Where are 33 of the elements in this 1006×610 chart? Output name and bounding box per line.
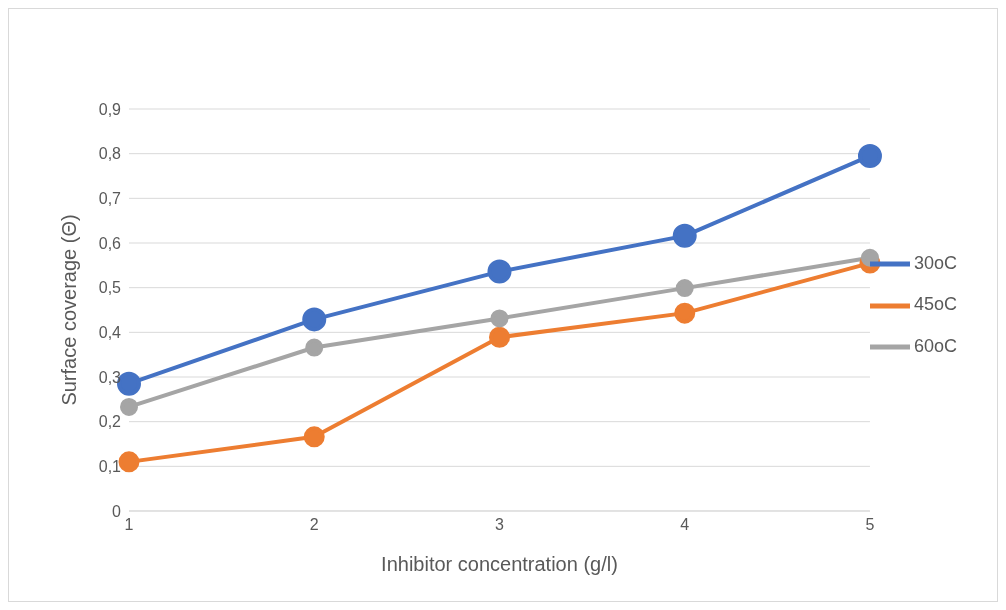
x-tick-label: 1: [124, 516, 134, 534]
y-tick-label: 0,8: [98, 145, 122, 163]
point: [118, 451, 140, 473]
y-tick-label: 0,7: [98, 190, 122, 208]
y-tick-label: 0,6: [98, 234, 122, 252]
y-tick-label: 0,3: [98, 368, 122, 386]
point: [674, 302, 696, 324]
x-tick-label: 3: [495, 516, 505, 534]
legend-label: 45oC: [913, 294, 957, 315]
point: [490, 309, 509, 328]
point: [672, 223, 697, 248]
point: [305, 338, 324, 357]
x-tick-label: 2: [309, 516, 319, 534]
y-tick-label: 0,5: [98, 279, 122, 297]
y-tick-label: 0,4: [98, 324, 122, 342]
point: [303, 426, 325, 448]
y-tick-label: 0: [112, 502, 122, 520]
point: [857, 143, 882, 168]
y-tick-label: 0,9: [98, 100, 122, 118]
y-tick-label: 0,2: [98, 413, 122, 431]
legend-label: 30oC: [913, 253, 957, 274]
point: [120, 397, 138, 416]
y-axis-title: Surface coverage (Θ): [58, 214, 81, 406]
x-tick-label: 5: [865, 516, 875, 534]
point: [487, 259, 512, 284]
y-tick-label: 0,1: [98, 458, 122, 476]
point: [488, 326, 510, 348]
x-tick-label: 4: [680, 516, 690, 534]
legend-label: 60oC: [913, 335, 957, 356]
point: [302, 307, 327, 332]
point: [860, 248, 879, 267]
point: [675, 279, 694, 298]
x-axis-title: Inhibitor concentration (g/l): [381, 553, 618, 575]
